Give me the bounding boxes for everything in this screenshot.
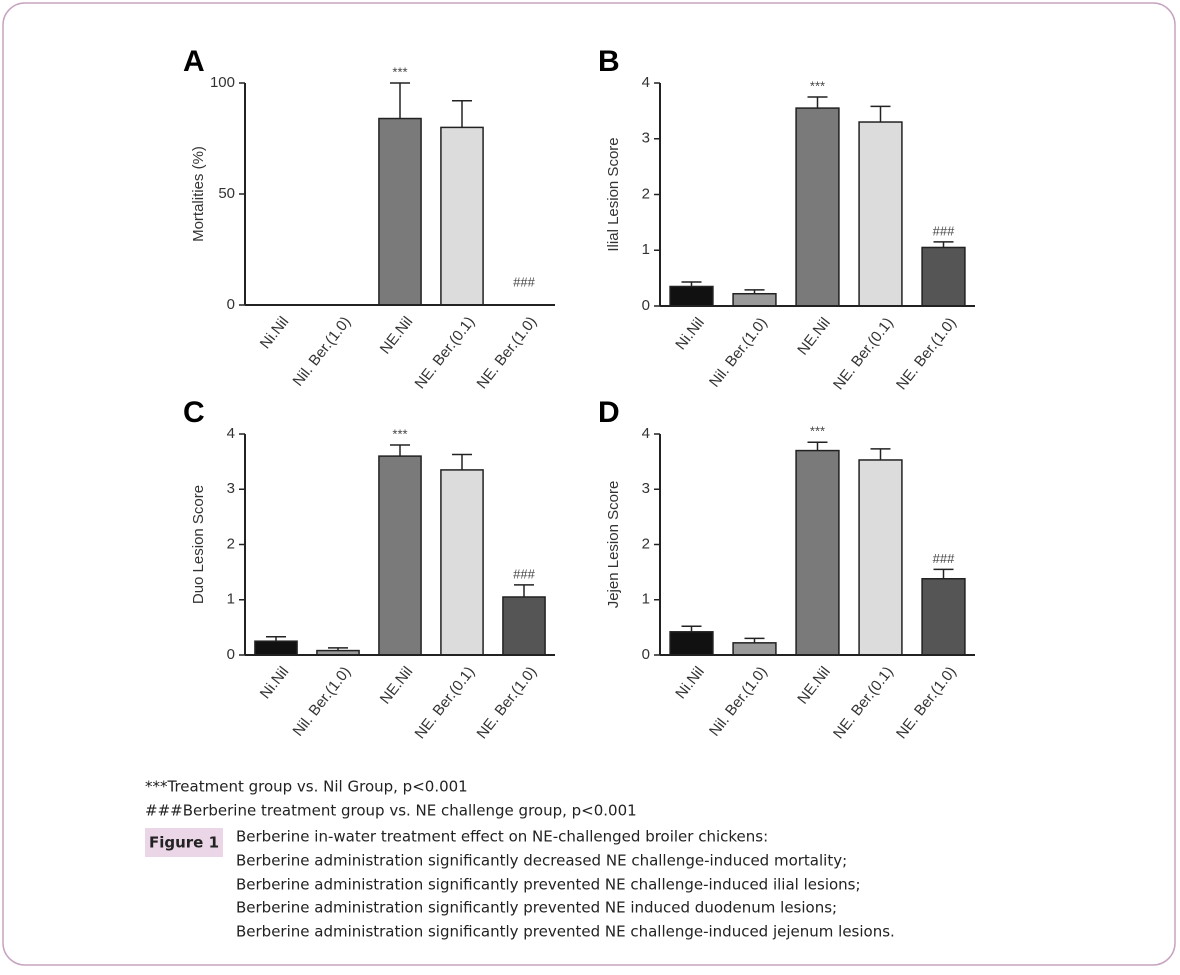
note: ***Treatment group vs. Nil Group, p<0.00… bbox=[145, 778, 468, 796]
figure-label-box bbox=[145, 828, 223, 857]
y-axis-label: Duo Lesion Score bbox=[190, 485, 207, 604]
y-tick-label: 2 bbox=[642, 535, 650, 552]
caption-line: Berberine administration significantly p… bbox=[236, 876, 861, 894]
bar bbox=[858, 121, 903, 307]
y-axis-label: Ilial Lesion Score bbox=[605, 137, 622, 251]
caption-line: Berberine administration significantly p… bbox=[236, 923, 895, 941]
caption-line: Berberine administration significantly p… bbox=[236, 899, 837, 917]
y-tick-label: 2 bbox=[227, 535, 235, 552]
bar bbox=[378, 117, 422, 306]
bar bbox=[669, 631, 714, 656]
figure-label: Figure 1 bbox=[149, 834, 219, 852]
significance-label: *** bbox=[392, 426, 407, 441]
significance-label: ### bbox=[933, 551, 955, 566]
y-tick-label: 4 bbox=[227, 425, 235, 442]
y-tick-label: 4 bbox=[642, 425, 650, 442]
y-axis-label: Mortalities (%) bbox=[190, 146, 207, 242]
bar bbox=[502, 596, 546, 656]
bar bbox=[795, 449, 840, 656]
significance-label: *** bbox=[810, 424, 825, 439]
y-tick-label: 2 bbox=[642, 185, 650, 202]
y-tick-label: 1 bbox=[227, 591, 235, 608]
y-tick-label: 3 bbox=[227, 480, 235, 497]
bar bbox=[440, 469, 484, 656]
y-tick-label: 100 bbox=[210, 74, 235, 91]
significance-label: ### bbox=[513, 274, 535, 289]
y-tick-label: 0 bbox=[642, 297, 650, 314]
y-tick-label: 4 bbox=[642, 74, 650, 91]
y-tick-label: 1 bbox=[642, 241, 650, 258]
y-tick-label: 50 bbox=[218, 185, 235, 202]
bar bbox=[732, 642, 777, 656]
y-tick-label: 0 bbox=[642, 646, 650, 663]
bar bbox=[732, 292, 777, 307]
bar bbox=[378, 455, 422, 656]
y-tick-label: 3 bbox=[642, 130, 650, 147]
panel-label: B bbox=[598, 45, 620, 78]
y-tick-label: 0 bbox=[227, 296, 235, 313]
bar bbox=[795, 107, 840, 307]
panel-label: C bbox=[183, 396, 205, 429]
y-tick-label: 1 bbox=[642, 591, 650, 608]
y-tick-label: 3 bbox=[642, 480, 650, 497]
bar bbox=[669, 285, 714, 307]
bar bbox=[440, 126, 484, 306]
significance-label: *** bbox=[810, 78, 825, 93]
y-axis-label: Jejen Lesion Score bbox=[605, 481, 622, 609]
bar bbox=[921, 246, 966, 307]
bar bbox=[921, 578, 966, 656]
bar bbox=[858, 459, 903, 656]
caption-line: Berberine administration significantly d… bbox=[236, 852, 847, 870]
panel-label: D bbox=[598, 396, 620, 429]
significance-label: ### bbox=[513, 566, 535, 581]
caption-line: Berberine in-water treatment effect on N… bbox=[236, 828, 768, 846]
significance-label: *** bbox=[392, 64, 407, 79]
note: ###Berberine treatment group vs. NE chal… bbox=[145, 802, 637, 820]
bar bbox=[254, 640, 298, 656]
significance-label: ### bbox=[933, 223, 955, 238]
panel-label: A bbox=[183, 45, 205, 78]
y-tick-label: 0 bbox=[227, 646, 235, 663]
